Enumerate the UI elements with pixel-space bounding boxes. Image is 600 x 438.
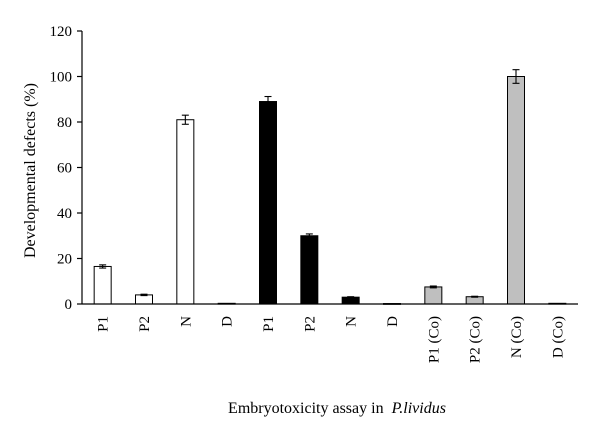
- bar: [176, 119, 195, 305]
- y-tick-label: 20: [57, 252, 72, 268]
- x-axis-label: Embryotoxicity assay in P.lividus: [228, 400, 446, 417]
- category-label: D: [220, 316, 236, 327]
- bar: [135, 294, 153, 305]
- category-label: P1: [261, 316, 277, 332]
- category-label: P1: [96, 316, 112, 332]
- category-label: P2: [302, 316, 318, 332]
- category-label: D: [385, 316, 401, 327]
- bar: [465, 296, 484, 305]
- category-label: P1 (Co): [426, 316, 442, 363]
- y-tick-label: 40: [57, 206, 72, 222]
- y-axis-label: Developmental defects (%): [22, 83, 39, 258]
- category-label: N (Co): [509, 316, 525, 358]
- category-label: P2: [137, 316, 153, 332]
- bar: [424, 286, 443, 305]
- category-label: N: [178, 316, 194, 327]
- bar: [300, 235, 319, 305]
- y-tick-label: 80: [57, 115, 72, 131]
- y-axis-ticks: 0 20 40 60 80 100 120: [50, 24, 82, 313]
- y-tick-label: 100: [50, 70, 73, 86]
- bar: [341, 296, 360, 305]
- y-tick-label: 120: [50, 24, 73, 40]
- category-labels: P1 P2 N D P1 P2 N D P1 (Co) P2 (Co) N (Co) D (Co): [96, 316, 567, 363]
- bar: [93, 265, 112, 305]
- category-label: N: [344, 316, 360, 327]
- error-bars: [99, 69, 520, 299]
- x-axis-label-species: P.lividus: [391, 400, 446, 417]
- bar: [259, 101, 277, 305]
- category-label: P2 (Co): [468, 316, 484, 363]
- x-axis-label-text: Embryotoxicity assay in: [228, 400, 384, 417]
- category-label: D (Co): [550, 316, 566, 358]
- y-tick-label: 0: [65, 297, 73, 313]
- bar: [507, 76, 525, 305]
- bars: [93, 76, 567, 305]
- y-tick-label: 60: [57, 161, 72, 177]
